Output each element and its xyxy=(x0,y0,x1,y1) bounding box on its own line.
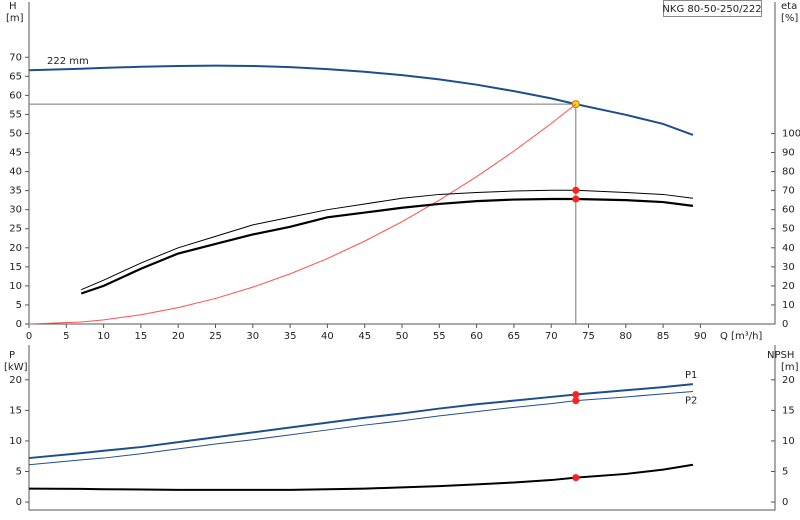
x-tick-label: 75 xyxy=(582,331,595,342)
y2-axis-label: eta xyxy=(781,1,797,12)
y2-tick-label: 10 xyxy=(782,436,795,447)
series-label: 222 mm xyxy=(47,56,89,67)
y2-tick-label: 90 xyxy=(782,148,795,159)
duty-point xyxy=(572,195,580,203)
plot-frame xyxy=(28,345,776,511)
duty-point xyxy=(572,391,580,398)
y2-tick-label: 100 xyxy=(782,128,800,139)
duty-point xyxy=(572,397,580,405)
x-tick-label: 40 xyxy=(321,331,334,342)
y-tick-label: 20 xyxy=(9,375,22,386)
y2-axis-unit: [m] xyxy=(781,362,799,373)
curve xyxy=(80,197,694,295)
y-tick-label: 15 xyxy=(9,262,22,273)
y2-tick-label: 20 xyxy=(782,281,795,292)
y-tick-label: 30 xyxy=(9,205,22,216)
y-tick-label: 65 xyxy=(9,71,22,82)
x-tick-label: 80 xyxy=(619,331,632,342)
curve xyxy=(81,189,694,291)
y-tick-label: 20 xyxy=(9,243,22,254)
x-tick-label: 90 xyxy=(694,331,707,342)
y-tick-label: 5 xyxy=(16,300,22,311)
y-tick-label: 15 xyxy=(9,405,22,416)
series-label: P1 xyxy=(685,370,697,381)
y-tick-label: 45 xyxy=(9,148,22,159)
y-tick-label: 25 xyxy=(9,224,22,235)
y2-tick-label: 40 xyxy=(782,243,795,254)
y2-tick-label: 80 xyxy=(782,167,795,178)
x-tick-label: 45 xyxy=(358,331,371,342)
x-tick-label: 55 xyxy=(433,331,446,342)
y2-tick-label: 70 xyxy=(782,186,795,197)
duty-point xyxy=(572,474,580,482)
y2-tick-label: 20 xyxy=(782,375,795,386)
x-tick-label: 85 xyxy=(657,331,670,342)
curve xyxy=(28,103,577,325)
y-tick-label: 10 xyxy=(9,436,22,447)
y-axis-label: H xyxy=(9,1,17,12)
x-axis-label: Q [m³/h] xyxy=(720,331,762,342)
x-tick-label: 25 xyxy=(209,331,222,342)
y2-tick-label: 60 xyxy=(782,205,795,216)
x-tick-label: 0 xyxy=(26,331,32,342)
x-tick-label: 65 xyxy=(508,331,521,342)
y2-tick-label: 10 xyxy=(782,300,795,311)
y-tick-label: 55 xyxy=(9,109,22,120)
y-tick-label: 70 xyxy=(9,52,22,63)
x-tick-label: 30 xyxy=(246,331,259,342)
chart-title: NKG 80-50-250/222 xyxy=(662,4,761,15)
y2-tick-label: 0 xyxy=(782,319,788,330)
y2-tick-label: 50 xyxy=(782,224,795,235)
y-tick-label: 35 xyxy=(9,186,22,197)
y2-tick-label: 15 xyxy=(782,405,795,416)
y2-tick-label: 5 xyxy=(782,467,788,478)
duty-point xyxy=(572,186,580,194)
x-tick-label: 50 xyxy=(396,331,409,342)
title-box xyxy=(663,0,762,17)
y2-axis-label: NPSH xyxy=(767,350,794,361)
y-tick-label: 10 xyxy=(9,281,22,292)
y-axis-unit: [m] xyxy=(6,13,24,24)
y-tick-label: 60 xyxy=(9,90,22,101)
y2-tick-label: 30 xyxy=(782,262,795,273)
x-tick-label: 15 xyxy=(135,331,148,342)
x-tick-label: 70 xyxy=(545,331,558,342)
series-label: P2 xyxy=(685,395,697,406)
x-tick-label: 60 xyxy=(470,331,483,342)
y-tick-label: 50 xyxy=(9,128,22,139)
x-tick-label: 10 xyxy=(97,331,110,342)
x-tick-label: 35 xyxy=(284,331,297,342)
y-tick-label: 0 xyxy=(16,497,22,508)
y-axis-label: P xyxy=(9,350,15,361)
y2-tick-label: 0 xyxy=(782,497,788,508)
x-tick-label: 5 xyxy=(63,331,69,342)
y-tick-label: 5 xyxy=(16,467,22,478)
x-tick-label: 20 xyxy=(172,331,185,342)
y2-axis-unit: [%] xyxy=(781,13,798,24)
y-tick-label: 0 xyxy=(16,319,22,330)
y-axis-unit: [kW] xyxy=(4,362,28,373)
y-tick-label: 40 xyxy=(9,167,22,178)
